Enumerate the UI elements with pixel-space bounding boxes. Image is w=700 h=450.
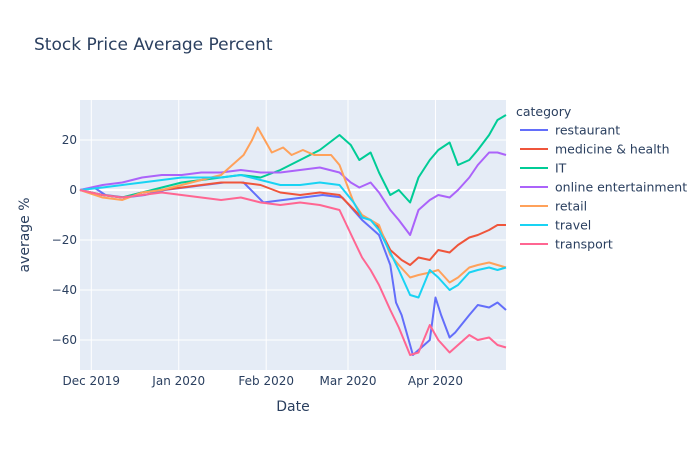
series-lines — [79, 114, 507, 356]
legend-label: transport — [555, 237, 613, 252]
legend-item[interactable]: medicine & health — [520, 142, 670, 157]
series-line — [79, 114, 507, 204]
y-tick-label: −40 — [52, 283, 77, 297]
series-line — [79, 151, 507, 236]
series-line — [79, 189, 507, 356]
y-tick-label: −60 — [52, 333, 77, 347]
x-tick-label: Apr 2020 — [408, 374, 463, 388]
x-tick-label: Mar 2020 — [320, 374, 377, 388]
legend-label: retail — [555, 199, 587, 214]
y-tick-label: 20 — [62, 133, 77, 147]
series-line — [79, 126, 507, 284]
x-tick-label: Jan 2020 — [151, 374, 205, 388]
series-line — [79, 174, 507, 299]
legend-label: IT — [555, 161, 567, 176]
legend-label: travel — [555, 218, 591, 233]
legend-title: category — [516, 104, 572, 119]
x-tick-label: Feb 2020 — [238, 374, 294, 388]
y-tick-label: 0 — [69, 183, 77, 197]
x-tick-label: Dec 2019 — [62, 374, 120, 388]
legend: category restaurant medicine & health IT on… — [516, 104, 687, 252]
legend-item[interactable]: transport — [520, 237, 613, 252]
legend-label: restaurant — [555, 123, 620, 138]
axis-ticks: Dec 2019 Jan 2020 Feb 2020 Mar 2020 Apr 2020… — [52, 133, 463, 388]
legend-item[interactable]: restaurant — [520, 123, 620, 138]
chart-title: Stock Price Average Percent — [34, 35, 273, 55]
y-tick-label: −20 — [52, 233, 77, 247]
x-axis-title: Date — [276, 399, 309, 415]
legend-item[interactable]: retail — [520, 199, 587, 214]
grid-lines — [80, 100, 506, 370]
y-axis-title: average % — [17, 197, 33, 272]
legend-label: online entertainment — [555, 180, 687, 195]
legend-item[interactable]: travel — [520, 218, 591, 233]
legend-item[interactable]: online entertainment — [520, 180, 687, 195]
legend-item[interactable]: IT — [520, 161, 567, 176]
legend-label: medicine & health — [555, 142, 670, 157]
